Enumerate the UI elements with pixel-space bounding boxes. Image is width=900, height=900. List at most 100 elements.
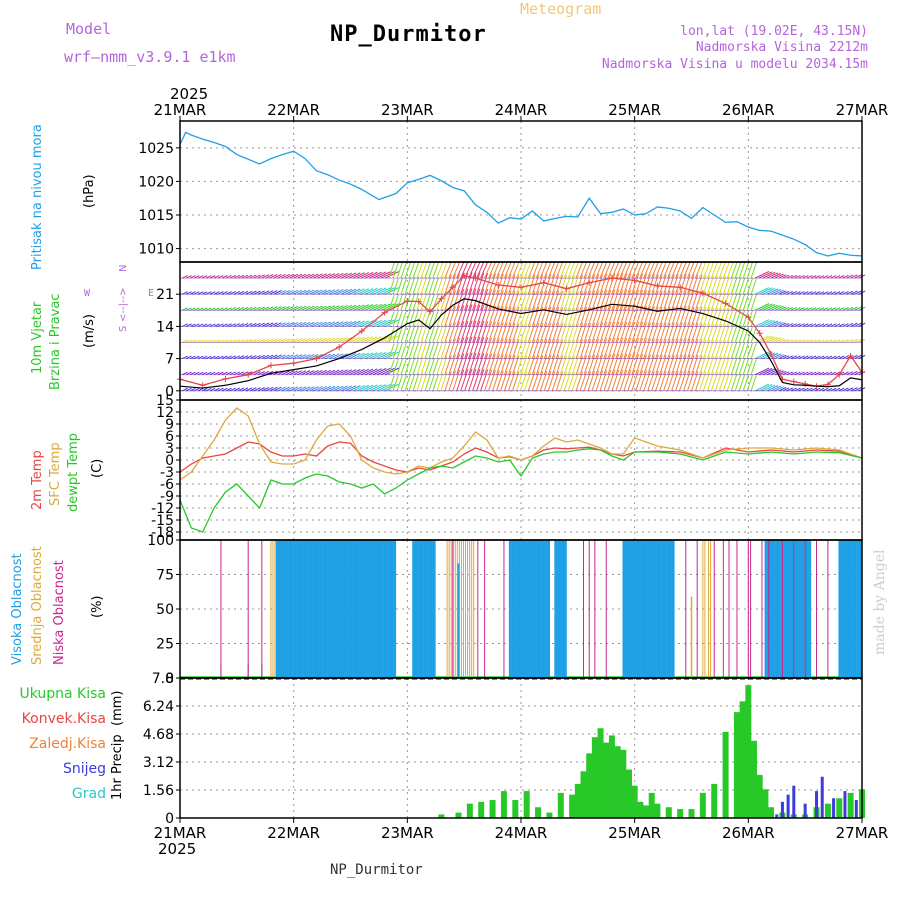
wind-hatch-654: [504, 274, 512, 295]
wind-hatch-1062: [706, 275, 715, 295]
wind-hatch-265: [313, 370, 323, 376]
wind-hatch-45: [201, 307, 208, 311]
wind-hatch-597: [476, 288, 485, 311]
wind-hatch-1247: [798, 274, 805, 279]
wind-gust-marker-21: [586, 279, 593, 286]
wind-hatch-125: [241, 306, 249, 311]
wind-hatch-1298: [826, 355, 833, 360]
wind-hatch-470: [412, 276, 420, 295]
wind-hatch-581: [468, 288, 477, 311]
wind-hatch-1226: [790, 355, 797, 360]
wind-hatch-416: [388, 375, 395, 391]
wind-hatch-325: [341, 304, 352, 311]
wind-hatch-48: [205, 387, 212, 392]
wind-hatch-1240: [798, 387, 805, 392]
wind-hatch-1055: [702, 261, 711, 279]
wind-hatch-1126: [738, 277, 746, 295]
wind-hatch-1138: [746, 342, 753, 359]
wind-hatch-934: [643, 273, 651, 295]
wind-hatch-609: [484, 353, 493, 375]
wind-hatch-808: [583, 371, 592, 391]
wind-hatch-926: [639, 273, 647, 295]
wind-hatch-804: [579, 306, 588, 327]
wind-hatch-708: [531, 306, 540, 327]
wind-hatch-1157: [754, 303, 770, 311]
wind-hatch-589: [472, 288, 481, 311]
wind-hatch-735: [543, 261, 552, 279]
wind-hatch-884: [619, 305, 628, 327]
wind-hatch-1095: [722, 261, 730, 279]
xtick-bottom-label-5: 26MAR: [722, 824, 775, 842]
wind-hatch-23: [190, 275, 196, 279]
wind-hatch-627: [492, 322, 500, 343]
wind-hatch-714: [535, 338, 544, 359]
wind-hatch-1151: [750, 262, 757, 279]
wind-hatch-907: [631, 321, 640, 343]
wind-hatch-1316: [834, 323, 841, 327]
wind-hatch-746: [551, 338, 560, 359]
wind-hatch-966: [659, 274, 667, 295]
wind-hatch-261: [309, 305, 319, 311]
wind-hatch-353: [357, 368, 370, 376]
wind-hatch-823: [587, 261, 596, 279]
wind-hatch-317: [337, 304, 348, 311]
wind-hatch-557: [456, 289, 465, 311]
wind-hatch-712: [535, 371, 544, 391]
wind-hatch-513: [436, 356, 444, 375]
wind-hatch-1261: [806, 307, 813, 311]
wind-hatch-624: [492, 370, 500, 391]
ytick-label-pressure-2: 1020: [138, 174, 174, 190]
wind-hatch-1152: [754, 383, 770, 392]
wind-hatch-500: [428, 309, 435, 327]
wind-hatch-2: [182, 355, 188, 360]
wind-hatch-28: [193, 323, 200, 327]
wind-hatch-202: [281, 354, 290, 360]
wind-hatch-384: [373, 384, 387, 392]
wind-hatch-405: [380, 303, 395, 311]
wind-hatch-1231: [790, 274, 797, 279]
wind-hatch-600: [480, 369, 489, 391]
wind-hatch-1277: [814, 307, 821, 311]
wind-hatch-76: [217, 323, 224, 327]
wind-hatch-653: [504, 290, 512, 311]
wind-hatch-231: [293, 273, 303, 279]
wind-hatch-1354: [854, 354, 862, 360]
wind-hatch-506: [432, 341, 440, 359]
wind-hatch-1084: [718, 308, 726, 327]
wind-hatch-582: [468, 272, 477, 295]
wind-hatch-270: [313, 289, 323, 295]
wind-hatch-1339: [846, 339, 854, 343]
wind-hatch-565: [460, 288, 469, 311]
wind-hatch-706: [531, 339, 540, 359]
wind-hatch-146: [253, 354, 261, 360]
wind-hatch-414: [384, 287, 400, 295]
wind-hatch-872: [615, 369, 624, 391]
wind-hatch-645: [500, 290, 508, 311]
precip-total-bar-21: [625, 769, 632, 818]
wind-hatch-296: [329, 385, 340, 392]
wind-hatch-395: [376, 335, 391, 343]
wind-hatch-1251: [802, 339, 809, 343]
wind-hatch-52: [205, 323, 212, 327]
wind-hatch-240: [301, 386, 311, 392]
wind-hatch-127: [241, 274, 249, 279]
wind-hatch-497: [428, 358, 435, 375]
wind-hatch-666: [512, 339, 520, 359]
wind-hatch-1192: [774, 386, 784, 392]
wind-hatch-426: [392, 342, 399, 359]
wind-hatch-54: [205, 291, 212, 295]
wind-hatch-369: [365, 368, 378, 376]
wind-hatch-112: [237, 387, 245, 392]
wind-hatch-478: [416, 276, 424, 295]
wind-hatch-1174: [762, 287, 776, 295]
wind-hatch-283: [321, 337, 331, 343]
wind-hatch-874: [615, 337, 624, 359]
wind-hatch-1155: [754, 335, 770, 343]
wind-hatch-361: [361, 368, 374, 376]
wind-hatch-1104: [730, 373, 738, 391]
wind-hatch-24: [193, 387, 200, 392]
wind-hatch-365: [361, 304, 374, 311]
wind-hatch-459: [408, 325, 416, 343]
wind-hatch-997: [675, 290, 683, 311]
wind-hatch-100: [229, 323, 236, 327]
